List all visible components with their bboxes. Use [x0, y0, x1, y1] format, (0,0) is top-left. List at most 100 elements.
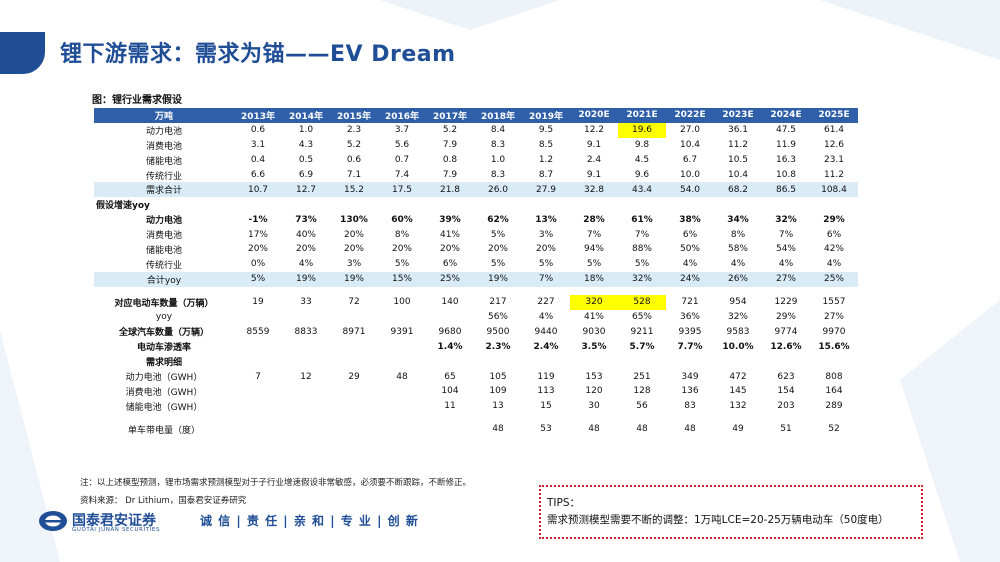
value-cell: 8.5: [538, 140, 554, 151]
value-cell: [522, 414, 570, 422]
value-cell: 65: [444, 371, 456, 382]
value-cell: 9030: [582, 326, 606, 337]
row-label-cell: 需求合计: [94, 182, 234, 198]
value-cell: 53: [540, 424, 552, 435]
value-cell: 12.6: [823, 140, 845, 151]
value-cell: 528: [618, 294, 666, 310]
value-cell: 8.3: [490, 170, 506, 180]
header-year-cell: 2021E: [618, 108, 666, 123]
value-cell: 9.5: [538, 125, 554, 136]
value-cell: [474, 414, 522, 422]
value-cell: 10.4: [679, 140, 701, 151]
tips-box: TIPS： 需求预测模型需要不断的调整：1万吨LCE=20-25万辆电动车（50…: [539, 485, 923, 539]
row-label-cell: 动力电池: [145, 126, 182, 137]
value-cell: 136: [681, 386, 699, 397]
value-cell: 12.2: [583, 125, 605, 136]
value-cell: [330, 414, 378, 422]
value-cell: 28%: [583, 214, 605, 225]
value-cell: 51: [780, 424, 792, 435]
value-cell: [378, 310, 426, 325]
value-cell: 0%: [250, 259, 266, 270]
value-cell: 30: [588, 401, 600, 412]
value-cell: 4%: [682, 259, 698, 270]
value-cell: 33: [300, 297, 312, 308]
value-cell: 19%: [282, 271, 330, 287]
table-row: 合计yoy 5% 19% 19% 15% 25% 19% 7% 18% 32% 24% 26% 27% 2…: [94, 271, 858, 287]
value-cell: 153: [585, 371, 603, 382]
table-row: 动力电池 -1% 73% 130% 60% 39% 62% 13% 28% 61% 38% 34% 32…: [94, 212, 858, 227]
row-label-cell: [94, 287, 234, 295]
value-cell: [810, 287, 858, 295]
value-cell: 109: [489, 386, 507, 397]
value-cell: [474, 197, 522, 212]
value-cell: 0.6: [250, 125, 266, 136]
header-year-cell: 2023E: [714, 108, 762, 123]
value-cell: 20%: [391, 244, 412, 255]
value-cell: [234, 197, 282, 212]
value-cell: 4.3: [298, 140, 314, 151]
value-cell: 17.5: [378, 182, 426, 198]
value-cell: 2.4: [586, 155, 602, 166]
logo-mark-icon: [39, 511, 67, 531]
value-cell: 48: [684, 424, 696, 435]
value-cell: [378, 384, 426, 399]
row-label-cell: 全球汽车数量（万辆）: [118, 328, 209, 339]
value-cell: 48: [588, 424, 600, 435]
value-cell: 20%: [487, 244, 508, 255]
value-cell: 13%: [535, 214, 557, 225]
value-cell: [330, 399, 378, 414]
row-label-cell: 储能电池: [145, 245, 182, 256]
value-cell: 47.5: [775, 125, 797, 136]
value-cell: [234, 287, 282, 295]
value-cell: 34%: [727, 214, 749, 225]
value-cell: 105: [489, 371, 507, 382]
value-cell: [282, 399, 330, 414]
value-cell: [282, 422, 330, 437]
value-cell: 4%: [826, 259, 842, 270]
value-cell: 20%: [343, 244, 364, 255]
header-year-cell: 2022E: [666, 108, 714, 123]
value-cell: [330, 422, 378, 437]
value-cell: 3.5%: [581, 341, 607, 352]
value-cell: 4.5: [634, 155, 650, 166]
value-cell: [810, 354, 858, 369]
value-cell: 20%: [343, 229, 364, 240]
value-cell: 10.4: [727, 170, 749, 180]
value-cell: 29%: [775, 312, 796, 323]
value-cell: 6.6: [250, 170, 266, 180]
value-cell: [330, 384, 378, 399]
value-cell: 29%: [823, 214, 845, 225]
value-cell: 3.1: [250, 140, 266, 151]
value-cell: 15.2: [330, 182, 378, 198]
value-cell: 7.7%: [677, 341, 703, 352]
value-cell: 3%: [538, 229, 554, 240]
value-cell: 6%: [442, 259, 458, 270]
value-cell: 32%: [618, 271, 666, 287]
value-cell: [282, 197, 330, 212]
tips-text: 需求预测模型需要不断的调整：1万吨LCE=20-25万辆电动车（50度电）: [547, 514, 889, 526]
value-cell: 4%: [298, 259, 314, 270]
value-cell: [618, 414, 666, 422]
value-cell: 36%: [679, 312, 700, 323]
value-cell: [618, 354, 666, 369]
header-year-cell: 2014年: [282, 108, 330, 123]
table-row: 电动车渗透率 1.4% 2.3% 2.4% 3.5% 5.7% 7.7% 10.0% 12.6%…: [94, 339, 858, 354]
value-cell: 15%: [378, 271, 426, 287]
value-cell: 60%: [391, 214, 413, 225]
value-cell: 1.2: [538, 155, 554, 166]
table-row: 消费电池 3.1 4.3 5.2 5.6 7.9 8.3 8.5 9.1 9.8 10.4 11.2 1…: [94, 138, 858, 153]
value-cell: [570, 287, 618, 295]
row-label-cell: 传统行业: [145, 260, 182, 271]
value-cell: 8.3: [490, 140, 506, 151]
value-cell: 48: [492, 424, 504, 435]
table-row: yoy 56% 4% 41% 65% 36% 32% 29% 27%: [94, 310, 858, 325]
row-label-cell: 对应电动车数量（万辆）: [114, 298, 214, 309]
value-cell: 3%: [346, 259, 362, 270]
value-cell: 94%: [583, 244, 604, 255]
value-cell: 27.0: [679, 125, 701, 136]
value-cell: 20%: [439, 244, 460, 255]
value-cell: 104: [441, 386, 459, 397]
logo-text-cn: 国泰君安证券: [72, 513, 156, 529]
value-cell: 108.4: [810, 182, 858, 198]
